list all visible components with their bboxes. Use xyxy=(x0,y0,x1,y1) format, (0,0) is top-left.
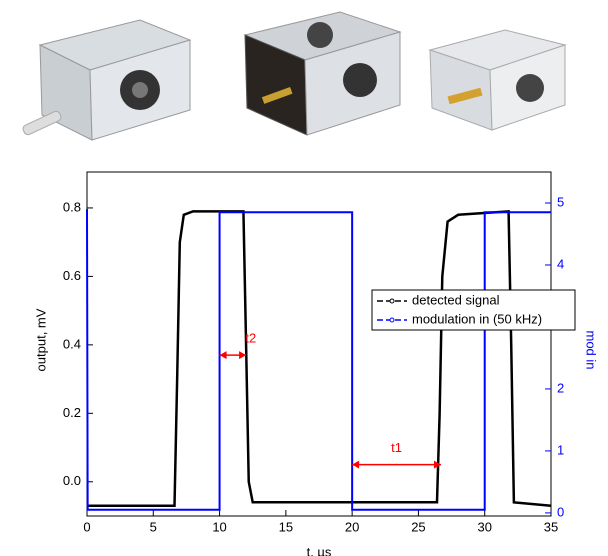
legend-label: detected signal xyxy=(412,292,500,307)
x-tick-label: 25 xyxy=(411,519,425,534)
y-tick-label: 0.4 xyxy=(63,336,81,351)
y-tick-label: 0.0 xyxy=(63,473,81,488)
y2-tick-label: 4 xyxy=(557,256,564,271)
legend-marker xyxy=(389,298,395,304)
x-tick-label: 0 xyxy=(83,519,90,534)
x-tick-label: 5 xyxy=(150,519,157,534)
y-tick-label: 0.8 xyxy=(63,199,81,214)
annotation-label: t1 xyxy=(391,440,402,455)
legend-label: modulation in (50 kHz) xyxy=(412,311,542,326)
data-line xyxy=(87,210,552,507)
annotation-label: t2 xyxy=(245,331,256,346)
x-tick-label: 35 xyxy=(544,519,558,534)
chart: output, mV mod in t, µs 0 5 10 15 20 25 30 350.… xyxy=(33,171,599,556)
y2-tick-label: 1 xyxy=(557,442,564,457)
x-tick-label: 30 xyxy=(477,519,491,534)
y2-tick-label: 2 xyxy=(557,380,564,395)
product-photos xyxy=(22,11,567,141)
data-line xyxy=(86,209,551,511)
arrow-head xyxy=(219,351,247,360)
y2-tick-label: 5 xyxy=(557,194,564,209)
y-axis-label: output, mV xyxy=(33,308,48,371)
photo-device-2 xyxy=(243,11,402,136)
legend-box xyxy=(371,289,576,331)
x-tick-label: 15 xyxy=(279,519,293,534)
y2-tick-label: 0 xyxy=(557,504,564,519)
x-axis-label: t, µs xyxy=(307,544,332,556)
y-tick-label: 0.6 xyxy=(63,268,81,283)
legend-marker xyxy=(389,317,395,323)
photo-device-3 xyxy=(428,29,567,131)
x-tick-label: 10 xyxy=(212,519,226,534)
photo-device-1 xyxy=(22,19,192,141)
y2-axis-label: mod in xyxy=(584,330,599,369)
x-tick-label: 20 xyxy=(345,519,359,534)
plot-frame xyxy=(86,171,552,517)
y-tick-label: 0.2 xyxy=(63,405,81,420)
